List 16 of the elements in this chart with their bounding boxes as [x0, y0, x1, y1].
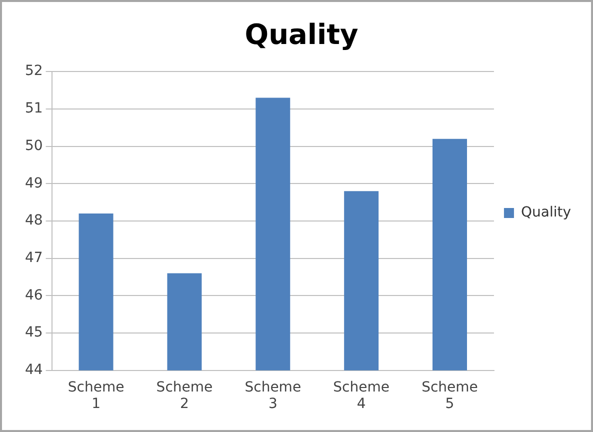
x-tick-label: Scheme 2 [156, 379, 213, 412]
x-tick-label: Scheme 4 [333, 379, 390, 412]
y-tick-label: 47 [24, 250, 43, 266]
y-tick-label: 52 [24, 63, 43, 80]
y-tick-label: 45 [24, 324, 43, 341]
legend-label: Quality [520, 204, 572, 221]
x-tick-label: Scheme 1 [68, 379, 124, 412]
y-tick-label: 51 [24, 100, 43, 117]
y-tick-label: 50 [24, 138, 43, 154]
x-tick-label: Scheme 5 [422, 379, 478, 412]
chart-title: Quality [244, 18, 358, 52]
y-tick-label: 46 [24, 287, 43, 304]
y-tick-label: 48 [24, 212, 43, 229]
y-tick-label: 49 [24, 175, 43, 192]
y-tick-label: 44 [24, 362, 43, 378]
x-tick-label: Scheme 3 [244, 379, 302, 412]
